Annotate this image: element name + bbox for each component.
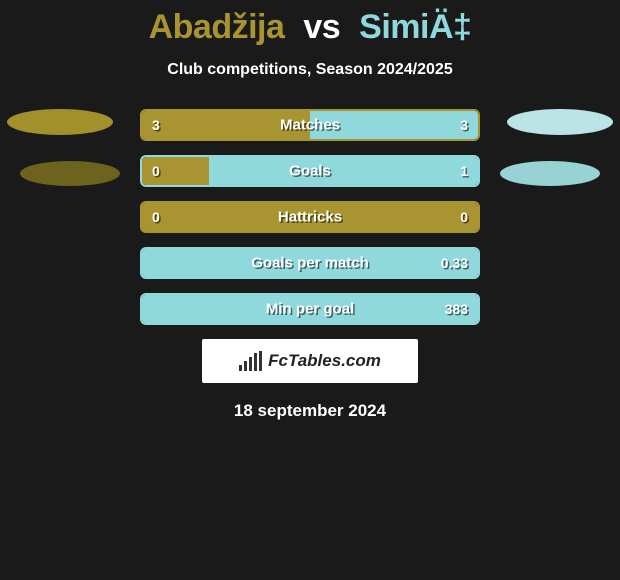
subtitle: Club competitions, Season 2024/2025	[0, 61, 620, 79]
stat-row: 01Goals	[140, 155, 480, 187]
stat-row: 33Matches	[140, 109, 480, 141]
date-label: 18 september 2024	[0, 401, 620, 421]
decorative-oval	[507, 109, 613, 135]
stat-fill-right	[142, 295, 478, 323]
stat-fill-right	[310, 111, 478, 139]
player1-name: Abadžija	[149, 8, 285, 46]
stat-row: 0.33Goals per match	[140, 247, 480, 279]
decorative-oval	[20, 161, 120, 186]
infographic-container: Abadžija vs SimiÄ‡ Club competitions, Se…	[0, 0, 620, 580]
stats-rows: 33Matches 01Goals 00Hattricks 0.33Goals per…	[140, 109, 480, 325]
brand-badge: FcTables.com	[202, 339, 418, 383]
player2-name: SimiÄ‡	[359, 8, 471, 46]
stat-fill-left	[142, 203, 478, 231]
bars-icon	[239, 351, 262, 371]
stat-row: 00Hattricks	[140, 201, 480, 233]
stat-fill-left	[142, 157, 209, 185]
decorative-oval	[7, 109, 113, 135]
stat-fill-right	[142, 249, 478, 277]
stat-row: 383Min per goal	[140, 293, 480, 325]
stat-fill-left	[142, 111, 310, 139]
stat-fill-right	[209, 157, 478, 185]
stats-arena: 33Matches 01Goals 00Hattricks 0.33Goals per…	[0, 109, 620, 325]
vs-label: vs	[303, 8, 340, 46]
brand-text: FcTables.com	[268, 351, 381, 371]
page-title: Abadžija vs SimiÄ‡	[0, 0, 620, 47]
decorative-oval	[500, 161, 600, 186]
